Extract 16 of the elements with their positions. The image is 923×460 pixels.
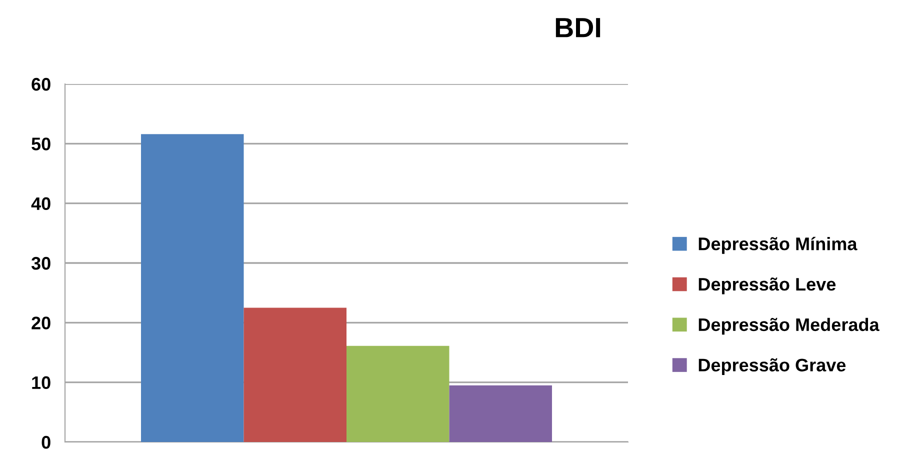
y-tick-label: 40 xyxy=(31,197,50,210)
y-tick-label: 60 xyxy=(32,78,50,91)
bar xyxy=(141,134,244,442)
chart-title: BDI xyxy=(556,18,600,38)
y-tick-label: 20 xyxy=(32,316,50,330)
bar xyxy=(346,346,450,442)
y-tick-label: 30 xyxy=(31,256,50,270)
legend-label: Depressão Mínima xyxy=(698,236,858,254)
bar xyxy=(244,308,346,442)
legend-label: Depressão Grave xyxy=(698,358,846,376)
legend-label: Depressão Leve xyxy=(698,277,836,294)
y-tick-label: 50 xyxy=(32,138,50,150)
legend-label: Depressão Mederada xyxy=(698,318,880,335)
bar xyxy=(449,385,552,442)
y-tick-label: 10 xyxy=(32,376,50,390)
y-tick-label: 0 xyxy=(42,436,50,449)
